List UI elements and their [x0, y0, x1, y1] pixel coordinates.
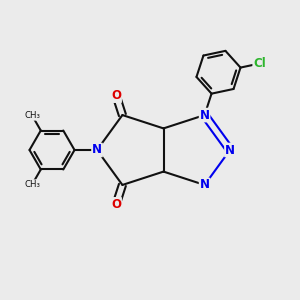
- Text: O: O: [111, 89, 121, 102]
- Text: N: N: [200, 109, 210, 122]
- Text: Cl: Cl: [253, 57, 266, 70]
- Text: N: N: [225, 143, 235, 157]
- Text: N: N: [200, 178, 210, 191]
- Text: CH₃: CH₃: [24, 111, 40, 120]
- Text: CH₃: CH₃: [24, 180, 40, 189]
- Text: N: N: [92, 143, 102, 157]
- Text: O: O: [111, 198, 121, 211]
